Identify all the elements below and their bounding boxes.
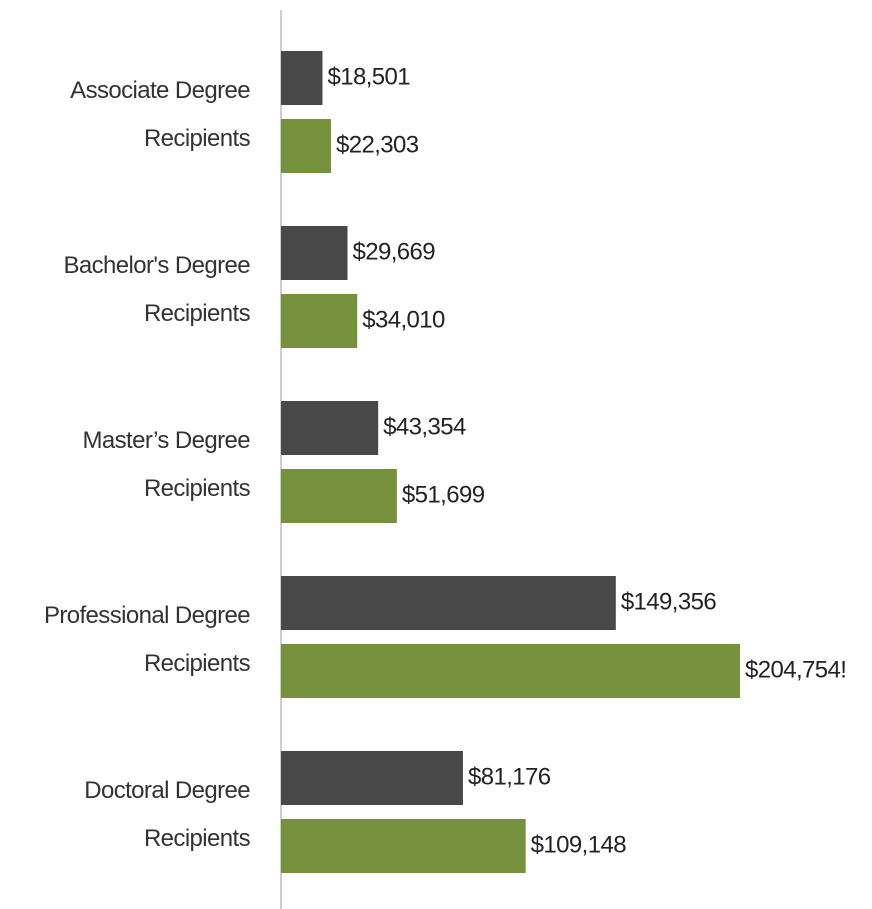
value-label: $34,010 bbox=[362, 306, 445, 333]
bar bbox=[281, 226, 348, 280]
category-label: Professional Degree Recipients bbox=[44, 602, 251, 677]
value-label: $18,501 bbox=[327, 63, 410, 90]
category-label: Doctoral Degree Recipients bbox=[84, 777, 250, 852]
bar bbox=[281, 401, 379, 455]
value-label: $109,148 bbox=[531, 831, 627, 858]
value-label: $149,356 bbox=[621, 588, 717, 615]
bar bbox=[281, 294, 358, 348]
value-label: $22,303 bbox=[336, 131, 419, 158]
category-label: Bachelor's Degree Recipients bbox=[64, 252, 251, 327]
bar bbox=[281, 819, 526, 873]
value-label: $81,176 bbox=[468, 763, 551, 790]
value-label: $204,754! bbox=[745, 656, 846, 683]
value-label: $51,699 bbox=[402, 481, 485, 508]
bar bbox=[281, 644, 740, 698]
bar bbox=[281, 751, 463, 805]
category-label: Master’s Degree Recipients bbox=[82, 427, 250, 502]
value-label: $29,669 bbox=[353, 238, 436, 265]
bar bbox=[281, 469, 397, 523]
bar bbox=[281, 51, 323, 105]
bar bbox=[281, 576, 616, 630]
category-label: Associate Degree Recipients bbox=[70, 77, 250, 152]
value-label: $43,354 bbox=[383, 413, 466, 440]
bar bbox=[281, 119, 331, 173]
